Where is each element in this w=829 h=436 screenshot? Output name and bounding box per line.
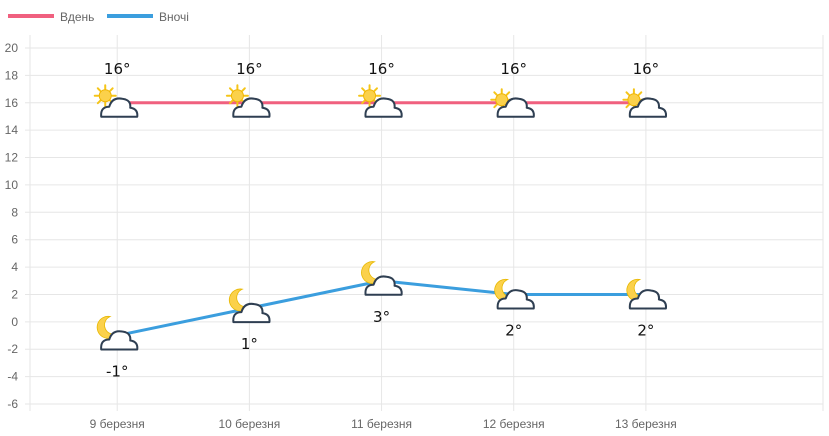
temperature-label: 16° [236,60,263,78]
cloud-icon [496,97,535,118]
cloud-icon [232,97,271,118]
sun-cloud-icon [93,84,139,118]
y-tick-label: 18 [5,68,19,82]
x-axis: 9 березня 10 березня 11 березня 12 березня 1… [90,417,677,431]
sun-icon [225,84,249,108]
x-tick-label: 9 березня [90,417,145,431]
x-tick-label: 12 березня [483,417,545,431]
x-tick-label: 13 березня [615,417,677,431]
chart-grid [25,35,824,411]
legend-label: Вночі [159,10,189,24]
cloud-icon [496,289,535,310]
legend: Вдень Вночі [8,10,189,24]
temperature-label: 16° [500,60,527,78]
y-tick-label: 2 [11,287,18,301]
moon-cloud-icon [494,278,535,310]
y-tick-label: 4 [11,260,18,274]
y-axis: -6 -4 -2 0 2 4 6 8 10 12 14 16 18 20 [5,41,19,411]
sun-cloud-icon [622,88,668,118]
cloud-icon [364,275,403,296]
y-tick-label: 20 [5,41,19,55]
y-tick-label: 14 [5,123,19,137]
temperature-label: 2° [637,321,654,339]
y-tick-label: -2 [7,342,18,356]
data-labels: 16° 16° 16° 16° 16° -1° 1° 3° 2° 2° [104,60,659,381]
cloud-icon [628,97,668,118]
moon-cloud-icon [96,315,139,351]
y-tick-label: 6 [11,233,18,247]
x-tick-label: 11 березня [351,417,412,431]
temperature-label: 1° [241,335,258,353]
y-tick-label: 12 [5,151,19,165]
legend-item-night[interactable]: Вночі [107,10,189,24]
legend-label: Вдень [60,10,94,24]
sun-cloud-icon [225,84,271,118]
cloud-icon [364,97,403,118]
cloud-icon [628,289,668,310]
legend-item-day[interactable]: Вдень [8,10,94,24]
weather-icons [93,84,668,351]
temperature-label: 16° [104,60,131,78]
moon-cloud-icon [361,261,403,296]
y-tick-label: -6 [7,397,18,411]
y-tick-label: 0 [11,315,18,329]
temperature-label: -1° [106,363,128,381]
temperature-label: 16° [633,60,660,78]
sun-cloud-icon [358,84,403,118]
sun-cloud-icon [490,88,535,118]
temperature-label: 16° [368,60,395,78]
temperature-label: 2° [505,321,522,339]
cloud-icon [100,330,139,351]
y-tick-label: 16 [5,96,19,110]
y-tick-label: -4 [7,370,18,384]
moon-cloud-icon [626,278,668,310]
y-tick-label: 8 [11,205,18,219]
sun-icon [93,84,117,108]
cloud-icon [100,97,139,118]
temperature-label: 3° [373,308,390,326]
x-tick-label: 10 березня [218,417,280,431]
cloud-icon [232,302,271,324]
y-tick-label: 10 [5,178,19,192]
moon-cloud-icon [228,288,271,324]
